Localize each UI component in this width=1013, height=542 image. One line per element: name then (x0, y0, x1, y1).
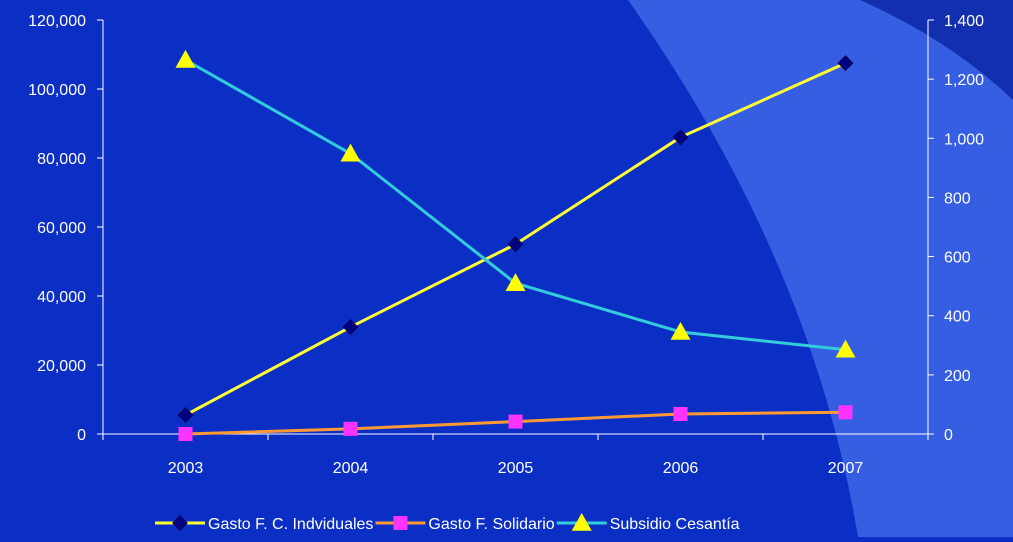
chart-series (175, 49, 856, 441)
left-tick-label: 60,000 (37, 220, 86, 237)
series-1-point (177, 407, 194, 423)
series-2-point (838, 405, 853, 420)
right-tick-label: 1,000 (944, 131, 984, 148)
legend-swatch-marker-2 (393, 516, 408, 530)
series-2-point (508, 414, 523, 429)
background-corner (860, 0, 1013, 100)
x-tick-label: 2004 (333, 460, 369, 477)
legend-label-3: Subsidio Cesantía (610, 516, 740, 533)
chart-background (628, 0, 1013, 537)
legend-swatch-marker-3 (571, 513, 592, 531)
right-tick-label: 600 (944, 250, 971, 267)
series-3-point (340, 143, 361, 162)
x-tick-label: 2005 (498, 460, 534, 477)
right-tick-label: 400 (944, 309, 971, 326)
right-tick-label: 0 (944, 427, 953, 444)
chart-legend: Gasto F. C. Indviduales Gasto F. Solidari… (155, 513, 740, 533)
x-tick-label: 2006 (663, 460, 699, 477)
series-3-point (175, 49, 196, 68)
series-1-point (342, 319, 359, 335)
left-tick-label: 120,000 (28, 13, 86, 30)
left-tick-label: 80,000 (37, 151, 86, 168)
series-2-point (178, 427, 193, 441)
series-1-point (507, 236, 524, 253)
x-tick-label: 2007 (828, 460, 864, 477)
left-tick-label: 100,000 (28, 82, 86, 99)
legend-label-1: Gasto F. C. Indviduales (208, 516, 373, 533)
series-3-point (505, 273, 526, 291)
background-swoosh (628, 0, 1013, 537)
series-1-point (672, 129, 689, 146)
series-3-point (670, 321, 691, 340)
chart-axes: 0 20,000 40,000 60,000 80,000 100,000 120,000 0… (28, 13, 984, 477)
series-2-point (343, 421, 358, 436)
right-tick-label: 1,400 (944, 13, 984, 30)
right-tick-label: 1,200 (944, 72, 984, 89)
right-tick-label: 800 (944, 190, 971, 207)
left-tick-label: 0 (77, 427, 86, 444)
series-3-point (835, 339, 856, 358)
x-tick-label: 2003 (168, 460, 204, 477)
left-tick-label: 20,000 (37, 358, 86, 375)
legend-swatch-marker-1 (172, 515, 188, 531)
left-tick-label: 40,000 (37, 289, 86, 306)
legend-label-2: Gasto F. Solidario (428, 516, 554, 533)
right-tick-label: 200 (944, 368, 971, 385)
series-2-point (673, 406, 688, 421)
series-1-point (837, 55, 854, 72)
